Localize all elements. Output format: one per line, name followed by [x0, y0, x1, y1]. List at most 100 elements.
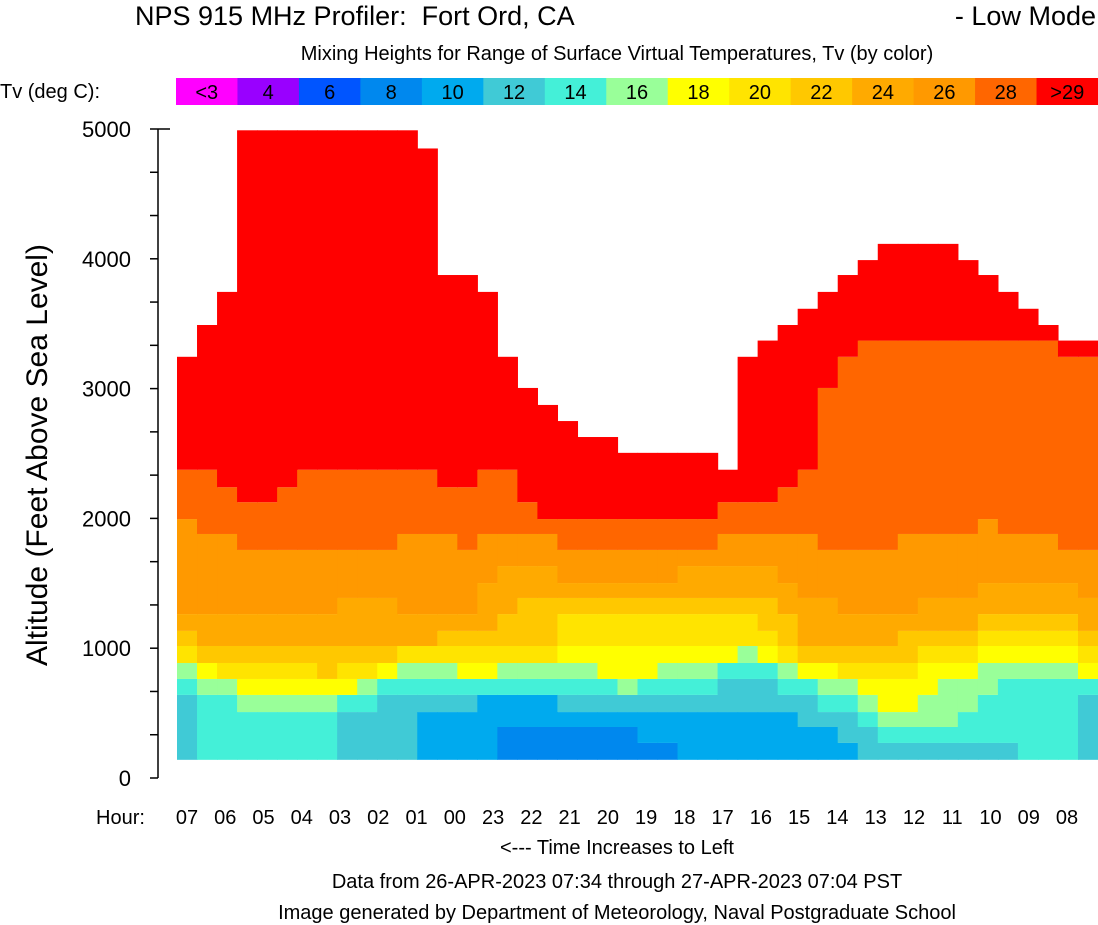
band-22	[897, 630, 919, 663]
band-28	[557, 519, 579, 550]
y-tick-label: 0	[119, 766, 131, 791]
x-tick-label: 02	[367, 807, 389, 829]
band-gt29	[317, 130, 338, 470]
band-12	[357, 712, 378, 760]
band-28	[697, 519, 719, 550]
band-14	[517, 678, 538, 695]
band-14	[297, 712, 318, 760]
band-gt29	[997, 291, 1019, 341]
band-16	[497, 663, 518, 679]
band-16	[617, 678, 639, 695]
band-26	[777, 533, 799, 584]
band-28	[997, 340, 1019, 534]
band-28	[397, 469, 418, 534]
band-8	[617, 726, 639, 760]
band-28	[897, 340, 919, 534]
x-tick-label: 08	[1056, 807, 1078, 829]
band-22	[677, 597, 699, 615]
band-22	[477, 630, 498, 646]
legend-swatch-label: 10	[441, 82, 463, 104]
x-tick-label: 07	[176, 807, 198, 829]
band-28	[197, 469, 218, 534]
band-gt29	[737, 356, 759, 503]
band-22	[1077, 630, 1098, 646]
band-28	[837, 356, 859, 550]
band-22	[997, 614, 1019, 631]
band-10	[717, 712, 739, 760]
band-24	[457, 614, 478, 631]
band-22	[197, 645, 218, 663]
band-10	[517, 694, 538, 727]
band-18	[677, 645, 699, 663]
band-12	[957, 742, 979, 760]
band-28	[877, 340, 899, 550]
band-22	[877, 645, 899, 663]
band-26	[617, 549, 639, 584]
band-14	[197, 694, 218, 760]
band-22	[737, 597, 759, 615]
legend-swatch	[1036, 78, 1098, 105]
band-26	[1057, 549, 1079, 584]
legend-swatch	[421, 78, 484, 105]
band-10	[677, 712, 699, 760]
legend-swatch	[852, 78, 915, 105]
band-14	[1077, 678, 1098, 695]
band-18	[977, 645, 999, 663]
band-26	[737, 533, 759, 567]
band-18	[1057, 645, 1079, 663]
band-26	[577, 549, 599, 584]
band-gt29	[257, 130, 278, 503]
band-8	[557, 726, 579, 760]
band-18	[577, 645, 599, 663]
band-12	[917, 742, 939, 760]
band-26	[817, 549, 839, 598]
band-24	[917, 597, 939, 631]
band-8	[517, 726, 538, 760]
band-24	[397, 614, 418, 646]
band-26	[337, 549, 358, 598]
band-26	[237, 549, 258, 615]
x-axis-ticks: 07 06 05 04 03 02 01 00 23 22 21 20 19 18 17 16 15 14 13 12…	[176, 807, 1078, 829]
band-24	[637, 583, 659, 598]
band-24	[537, 566, 559, 598]
band-24	[317, 614, 338, 646]
band-24	[1057, 583, 1079, 615]
band-26	[417, 533, 438, 615]
band-26	[957, 533, 979, 598]
band-26	[477, 533, 498, 584]
band-22	[437, 630, 458, 646]
band-gt29	[677, 452, 699, 520]
band-10	[557, 712, 579, 727]
band-22	[617, 597, 639, 615]
x-tick-label: 20	[597, 807, 619, 829]
x-tick-label: 13	[865, 807, 887, 829]
band-gt29	[417, 148, 438, 470]
band-12	[337, 712, 358, 760]
band-24	[437, 614, 458, 631]
y-axis-label: Altitude (Feet Above Sea Level)	[21, 244, 54, 666]
credit-line: Image generated by Department of Meteoro…	[278, 902, 956, 924]
band-22	[257, 645, 278, 663]
band-12	[577, 694, 599, 713]
band-14	[317, 712, 338, 760]
color-legend: <3 4 6 8 10 12 14 16 18 20 22 24 26 28 >29	[176, 78, 1098, 105]
band-26	[297, 549, 318, 615]
band-28	[377, 469, 398, 550]
band-18	[617, 645, 639, 679]
band-14	[837, 694, 859, 713]
band-26	[717, 533, 739, 567]
band-20	[517, 645, 538, 663]
band-18	[377, 663, 398, 679]
band-28	[1037, 340, 1059, 534]
band-22	[817, 645, 839, 663]
band-26	[377, 549, 398, 598]
band-12	[897, 742, 919, 760]
band-gt29	[457, 275, 478, 488]
band-18	[1017, 645, 1039, 663]
band-26	[1037, 533, 1059, 584]
band-28	[757, 502, 779, 534]
legend-swatch-label: 6	[324, 82, 335, 104]
x-tick-label: 15	[788, 807, 810, 829]
band-22	[757, 597, 779, 631]
band-10	[757, 712, 779, 760]
